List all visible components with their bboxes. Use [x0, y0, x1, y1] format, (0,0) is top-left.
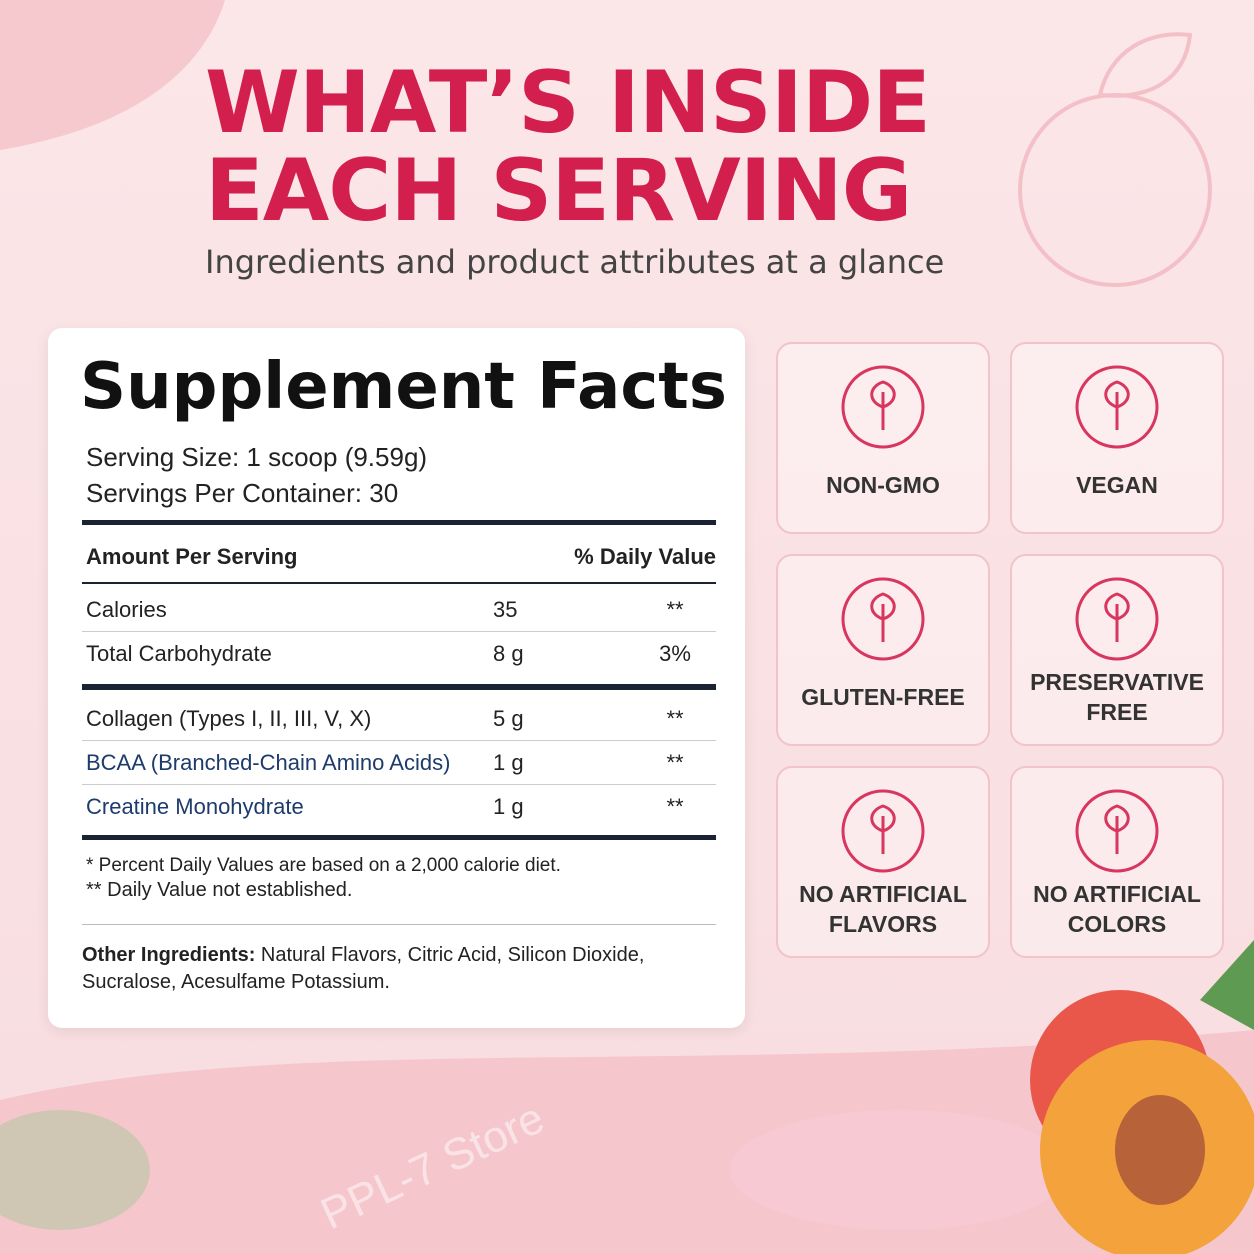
other-label: Other Ingredients:	[82, 944, 256, 966]
badge-icon	[841, 365, 925, 449]
badge-label: FLAVORS	[828, 911, 938, 937]
badge-icon	[841, 577, 925, 661]
nutrient: BCAA (Branched-Chain Amino Acids)	[86, 750, 451, 775]
badge-label: GLUTEN-FREE	[801, 684, 965, 710]
nutrient: Total Carbohydrate	[86, 641, 272, 666]
rule	[82, 582, 716, 584]
rule	[82, 631, 716, 632]
amount: 1 g	[493, 750, 524, 775]
badge-icon	[841, 789, 925, 873]
col-head: Amount Per Serving	[86, 544, 298, 569]
badge: NO ARTIFICIAL FLAVORS	[776, 766, 990, 958]
title: WHAT’S INSIDE	[205, 53, 931, 153]
rule	[82, 784, 716, 785]
rule	[82, 924, 716, 925]
badge-icon	[1075, 577, 1159, 661]
servings: Servings Per Container: 30	[86, 478, 399, 508]
daily-value: **	[666, 794, 684, 819]
amount: 35	[493, 597, 518, 622]
badge: GLUTEN-FREE	[776, 554, 990, 746]
badge-label: COLORS	[1067, 911, 1167, 937]
badge: PRESERVATIVE FREE	[1010, 554, 1224, 746]
footnote: ** Daily Value not established.	[86, 879, 353, 901]
nutrient: Creatine Monohydrate	[86, 794, 304, 819]
badge-label: NON-GMO	[826, 472, 940, 498]
badge-label: VEGAN	[1076, 472, 1158, 498]
badge-icon	[1075, 789, 1159, 873]
title: EACH SERVING	[205, 141, 912, 241]
badge: NON-GMO	[776, 342, 990, 534]
footnote: * Percent Daily Values are based on a 2,…	[86, 855, 561, 876]
badge-label: FREE	[1086, 699, 1148, 725]
amount: 1 g	[493, 794, 524, 819]
other-text: Natural Flavors, Citric Acid, Silicon Di…	[82, 944, 645, 993]
subtitle: Ingredients and product attributes at a …	[205, 243, 945, 281]
other-ingredients: Other Ingredients: Natural Flavors, Citr…	[82, 942, 702, 996]
badge: VEGAN	[1010, 342, 1224, 534]
nutrient: Calories	[86, 597, 167, 622]
daily-value: 3%	[659, 641, 691, 666]
badge-icon	[1075, 365, 1159, 449]
daily-value: **	[666, 706, 684, 731]
nutrient: Collagen (Types I, II, III, V, X)	[86, 706, 372, 731]
serving-size: Serving Size: 1 scoop (9.59g)	[86, 442, 428, 472]
daily-value: **	[666, 750, 684, 775]
badge-label: PRESERVATIVE	[1030, 669, 1204, 695]
facts-title: Supplement Facts	[80, 350, 727, 424]
amount: 5 g	[493, 706, 524, 731]
rule	[82, 684, 716, 690]
amount: 8 g	[493, 641, 524, 666]
rule	[82, 520, 716, 525]
facts-card	[48, 328, 745, 1028]
badge-label: NO ARTIFICIAL	[1033, 881, 1201, 907]
badge: NO ARTIFICIAL COLORS	[1010, 766, 1224, 958]
daily-value: **	[666, 597, 684, 622]
rule	[82, 740, 716, 741]
col-head: % Daily Value	[574, 544, 716, 569]
rule	[82, 835, 716, 840]
badge-label: NO ARTIFICIAL	[799, 881, 967, 907]
